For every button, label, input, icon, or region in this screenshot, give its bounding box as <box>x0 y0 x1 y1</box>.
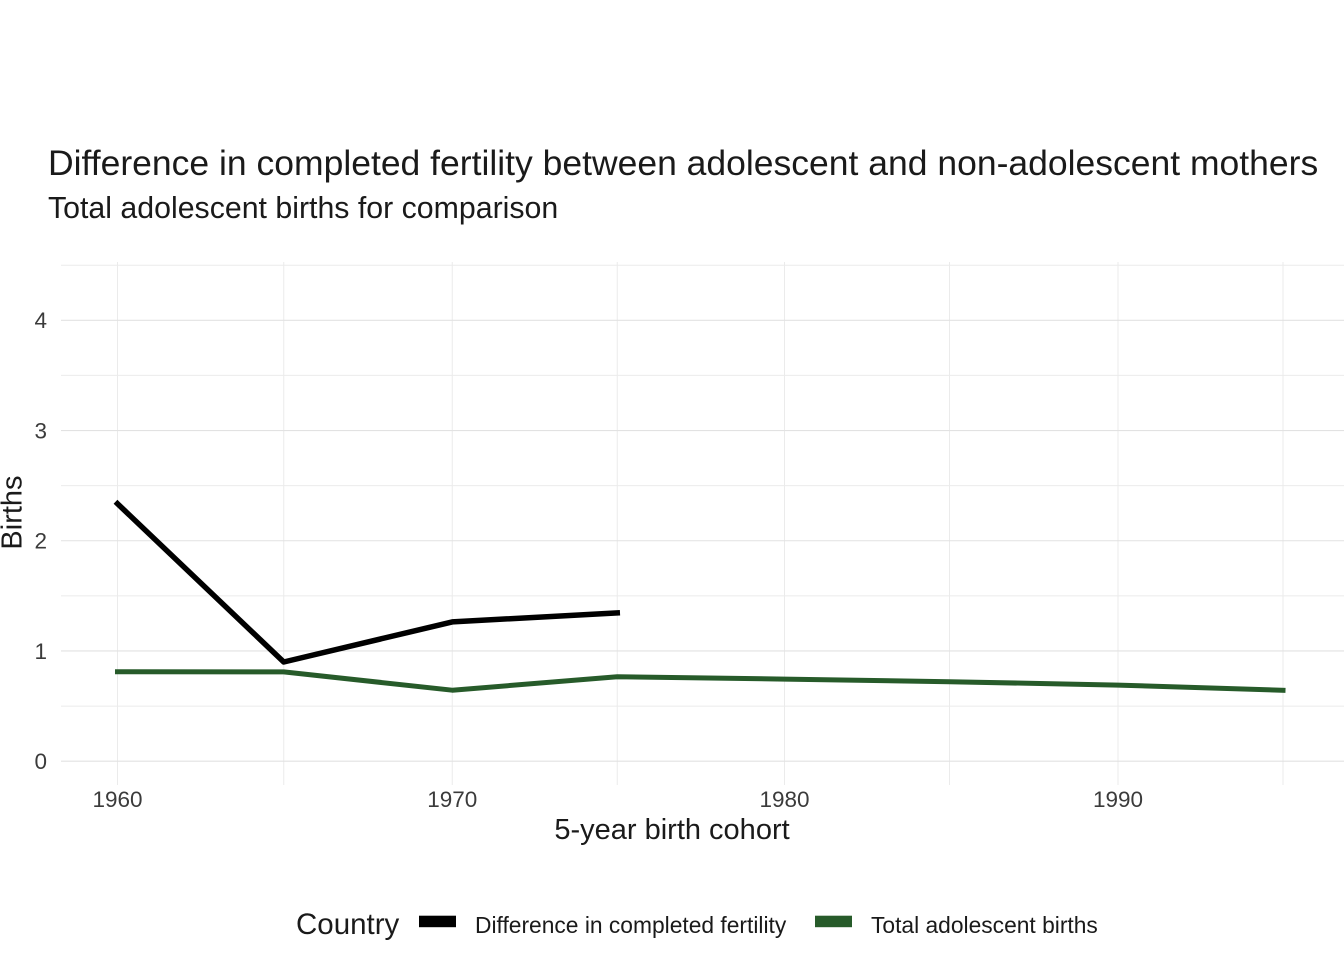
svg-text:3: 3 <box>34 418 47 443</box>
svg-text:0: 0 <box>34 749 47 774</box>
svg-text:2: 2 <box>34 529 47 554</box>
svg-text:1960: 1960 <box>92 787 142 812</box>
svg-text:1: 1 <box>34 639 47 664</box>
svg-text:4: 4 <box>34 308 47 333</box>
svg-text:1990: 1990 <box>1093 787 1143 812</box>
svg-text:1980: 1980 <box>759 787 809 812</box>
svg-text:1970: 1970 <box>427 787 477 812</box>
